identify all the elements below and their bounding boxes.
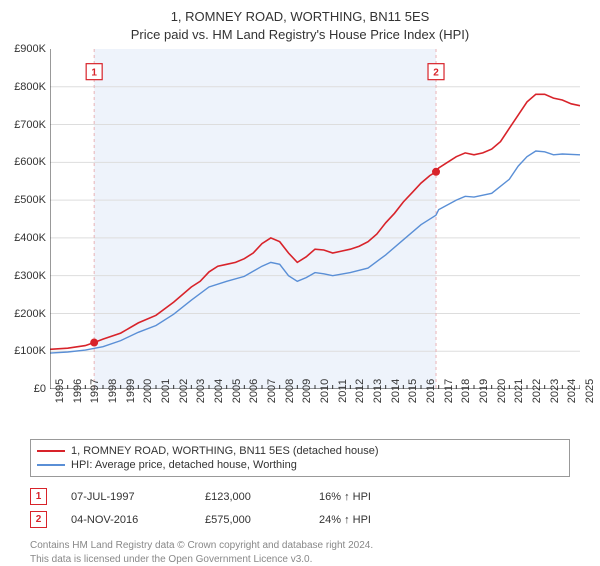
x-tick-label: 2018: [460, 379, 472, 403]
x-axis-labels: 1995199619971998199920002001200220032004…: [50, 389, 580, 435]
sale-records: 1 07-JUL-1997 £123,000 16% ↑ HPI 2 04-NOV-201…: [30, 485, 570, 531]
chart-container: 1, ROMNEY ROAD, WORTHING, BN11 5ES Price…: [0, 0, 600, 560]
chart-title: 1, ROMNEY ROAD, WORTHING, BN11 5ES Price…: [0, 8, 600, 43]
x-tick-label: 2009: [301, 379, 313, 403]
legend-item: HPI: Average price, detached house, Wort…: [37, 458, 563, 472]
x-tick-label: 1995: [54, 379, 66, 403]
x-tick-label: 2023: [549, 379, 561, 403]
legend-swatch: [37, 450, 65, 452]
y-tick-label: £400K: [14, 232, 46, 244]
x-tick-label: 1999: [125, 379, 137, 403]
y-tick-label: £800K: [14, 81, 46, 93]
title-line-1: 1, ROMNEY ROAD, WORTHING, BN11 5ES: [0, 8, 600, 26]
x-tick-label: 2005: [231, 379, 243, 403]
x-tick-label: 2001: [160, 379, 172, 403]
x-tick-label: 2010: [319, 379, 331, 403]
plot-area: £0£100K£200K£300K£400K£500K£600K£700K£80…: [50, 49, 580, 389]
sale-record-row: 1 07-JUL-1997 £123,000 16% ↑ HPI: [30, 485, 570, 508]
x-tick-label: 2006: [248, 379, 260, 403]
sale-record-row: 2 04-NOV-2016 £575,000 24% ↑ HPI: [30, 508, 570, 531]
x-tick-label: 2020: [496, 379, 508, 403]
x-tick-label: 2008: [284, 379, 296, 403]
x-tick-label: 2004: [213, 379, 225, 403]
sale-marker-box: 2: [30, 511, 47, 528]
x-tick-label: 2007: [266, 379, 278, 403]
legend-label: HPI: Average price, detached house, Wort…: [71, 459, 297, 471]
x-tick-label: 2016: [425, 379, 437, 403]
x-tick-label: 2014: [390, 379, 402, 403]
legend-label: 1, ROMNEY ROAD, WORTHING, BN11 5ES (deta…: [71, 445, 379, 457]
sale-price: £123,000: [205, 491, 295, 503]
y-tick-label: £900K: [14, 43, 46, 55]
title-line-2: Price paid vs. HM Land Registry's House …: [0, 26, 600, 44]
x-tick-label: 2011: [337, 379, 349, 403]
x-tick-label: 2002: [178, 379, 190, 403]
y-tick-label: £100K: [14, 345, 46, 357]
x-tick-label: 2019: [478, 379, 490, 403]
plot-svg: 12: [50, 49, 580, 389]
x-tick-label: 2003: [195, 379, 207, 403]
y-tick-label: £500K: [14, 194, 46, 206]
x-tick-label: 2022: [531, 379, 543, 403]
x-tick-label: 2013: [372, 379, 384, 403]
svg-text:2: 2: [433, 68, 439, 79]
y-tick-label: £700K: [14, 119, 46, 131]
y-tick-label: £300K: [14, 270, 46, 282]
x-tick-label: 1998: [107, 379, 119, 403]
x-tick-label: 2012: [354, 379, 366, 403]
sale-date: 04-NOV-2016: [71, 514, 181, 526]
x-tick-label: 2017: [443, 379, 455, 403]
sale-price: £575,000: [205, 514, 295, 526]
footer-line-2: This data is licensed under the Open Gov…: [30, 553, 570, 566]
sale-marker-box: 1: [30, 488, 47, 505]
sale-date: 07-JUL-1997: [71, 491, 181, 503]
footer-line-1: Contains HM Land Registry data © Crown c…: [30, 539, 570, 553]
sale-vs-hpi: 16% ↑ HPI: [319, 491, 419, 503]
footer-attribution: Contains HM Land Registry data © Crown c…: [30, 539, 570, 566]
sale-vs-hpi: 24% ↑ HPI: [319, 514, 419, 526]
legend-box: 1, ROMNEY ROAD, WORTHING, BN11 5ES (deta…: [30, 439, 570, 477]
x-tick-label: 2000: [142, 379, 154, 403]
x-tick-label: 2015: [407, 379, 419, 403]
x-tick-label: 2025: [584, 379, 596, 403]
x-tick-label: 2024: [566, 379, 578, 403]
y-tick-label: £600K: [14, 156, 46, 168]
svg-text:1: 1: [91, 68, 97, 79]
x-tick-label: 2021: [513, 379, 525, 403]
y-tick-label: £200K: [14, 308, 46, 320]
legend-swatch: [37, 464, 65, 466]
x-tick-label: 1997: [89, 379, 101, 403]
legend-item: 1, ROMNEY ROAD, WORTHING, BN11 5ES (deta…: [37, 444, 563, 458]
x-tick-label: 1996: [72, 379, 84, 403]
y-tick-label: £0: [34, 383, 46, 395]
